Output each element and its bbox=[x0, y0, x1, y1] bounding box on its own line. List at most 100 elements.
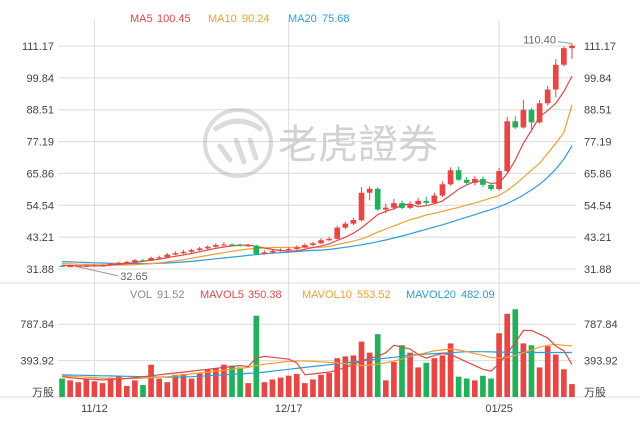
candle-body bbox=[99, 265, 106, 267]
candle-body bbox=[123, 261, 130, 264]
ma5-line bbox=[61, 75, 573, 267]
volume-bars bbox=[59, 309, 575, 397]
volume-bar bbox=[140, 384, 146, 397]
price-tick-right: 65.86 bbox=[584, 168, 612, 180]
vol-legend-value: 482.09 bbox=[461, 289, 495, 301]
candle-body bbox=[326, 238, 332, 241]
candle-body bbox=[342, 223, 349, 228]
candle-body bbox=[350, 220, 357, 224]
mavol5-line bbox=[61, 329, 573, 381]
candle-body bbox=[293, 247, 300, 249]
candle-body bbox=[455, 170, 462, 180]
low-label: 32.65 bbox=[120, 271, 148, 283]
annotations: 110.40 32.65 bbox=[78, 35, 573, 283]
volume-bar bbox=[350, 355, 357, 397]
candles bbox=[59, 43, 575, 268]
candle-body bbox=[237, 244, 243, 246]
candle-body bbox=[204, 246, 211, 249]
volume-bar bbox=[480, 375, 486, 397]
candle-body bbox=[569, 45, 575, 49]
candle-body bbox=[407, 204, 413, 208]
volume-bar bbox=[504, 313, 511, 397]
axis-labels: 111.17 111.17 99.84 99.84 88.51 88.51 77.19 77.… bbox=[20, 41, 617, 415]
volume-bar bbox=[463, 378, 470, 397]
candle-body bbox=[140, 260, 146, 262]
volume-bar bbox=[83, 379, 90, 397]
candle-body bbox=[366, 188, 373, 193]
volume-bar bbox=[415, 367, 422, 397]
volume-bar bbox=[59, 378, 65, 397]
volume-bar bbox=[212, 368, 219, 397]
watermark-text: 老虎證券 bbox=[278, 123, 438, 167]
candle-body bbox=[423, 200, 430, 203]
ma-legend-value: 100.45 bbox=[157, 13, 191, 25]
price-tick-right: 111.17 bbox=[584, 41, 616, 53]
high-marker-line bbox=[557, 41, 573, 45]
candle-body bbox=[67, 266, 73, 268]
volume-bar bbox=[302, 383, 308, 397]
candle-body bbox=[504, 121, 511, 172]
price-tick-right: 31.88 bbox=[584, 264, 612, 276]
candle-body bbox=[212, 245, 219, 247]
candle-body bbox=[471, 178, 478, 183]
candle-body bbox=[253, 245, 260, 255]
candle-body bbox=[229, 244, 235, 246]
volume-bar bbox=[318, 374, 324, 397]
volume-bar bbox=[221, 364, 227, 397]
volume-bar bbox=[399, 345, 405, 397]
vol-legend-label: MAVOL20 bbox=[406, 289, 456, 301]
volume-bar bbox=[285, 375, 292, 397]
price-tick-left: 88.51 bbox=[26, 105, 54, 117]
date-tick: 12/17 bbox=[275, 403, 303, 415]
volume-bar bbox=[132, 380, 138, 397]
volume-bar bbox=[471, 380, 478, 397]
low-marker-line bbox=[78, 266, 119, 277]
price-tick-right: 77.19 bbox=[584, 137, 612, 149]
candle-body bbox=[447, 170, 454, 185]
volume-bar bbox=[245, 383, 252, 397]
candle-body bbox=[148, 257, 154, 261]
candle-body bbox=[528, 109, 535, 123]
volume-bar bbox=[75, 382, 82, 397]
volume-unit-left: 万股 bbox=[32, 386, 54, 399]
volume-bar bbox=[196, 372, 203, 397]
volume-bar bbox=[261, 382, 268, 397]
date-tick: 01/25 bbox=[485, 403, 513, 415]
price-tick-left: 65.86 bbox=[26, 168, 54, 180]
volume-bar bbox=[569, 384, 575, 397]
candle-body bbox=[285, 248, 292, 251]
candle-body bbox=[391, 203, 397, 208]
volume-tick-right: 787.84 bbox=[584, 319, 618, 331]
volume-unit-right: 万股 bbox=[584, 386, 606, 399]
volume-bar bbox=[374, 334, 381, 397]
price-tick-left: 111.17 bbox=[22, 41, 54, 53]
ma-legend-label: MA20 bbox=[288, 13, 317, 25]
candle-body bbox=[180, 251, 187, 254]
candle-body bbox=[536, 103, 543, 123]
price-tick-left: 77.19 bbox=[26, 137, 54, 149]
volume-bar bbox=[447, 343, 454, 397]
candle-body bbox=[196, 248, 203, 251]
volume-bar bbox=[342, 356, 349, 397]
volume-bar bbox=[512, 309, 519, 397]
candle-body bbox=[318, 240, 324, 244]
price-tick-left: 54.54 bbox=[26, 200, 54, 212]
volume-bar bbox=[99, 383, 106, 397]
candle-body bbox=[115, 263, 122, 265]
candle-body bbox=[496, 171, 502, 190]
candle-body bbox=[91, 265, 98, 267]
volume-bar bbox=[172, 374, 179, 397]
volume-bar bbox=[188, 378, 195, 397]
price-tick-right: 99.84 bbox=[584, 73, 612, 85]
candle-body bbox=[439, 184, 446, 196]
volume-bar bbox=[366, 352, 373, 397]
vol-legend-label: MAVOL10 bbox=[302, 289, 352, 301]
vol-legend-value: 350.38 bbox=[248, 289, 282, 301]
volume-bar bbox=[326, 372, 332, 397]
volume-bar bbox=[107, 377, 114, 397]
candle-body bbox=[431, 195, 438, 203]
volume-tick-right: 393.92 bbox=[584, 356, 618, 368]
volume-bar bbox=[123, 385, 130, 397]
volume-bar bbox=[253, 315, 260, 397]
